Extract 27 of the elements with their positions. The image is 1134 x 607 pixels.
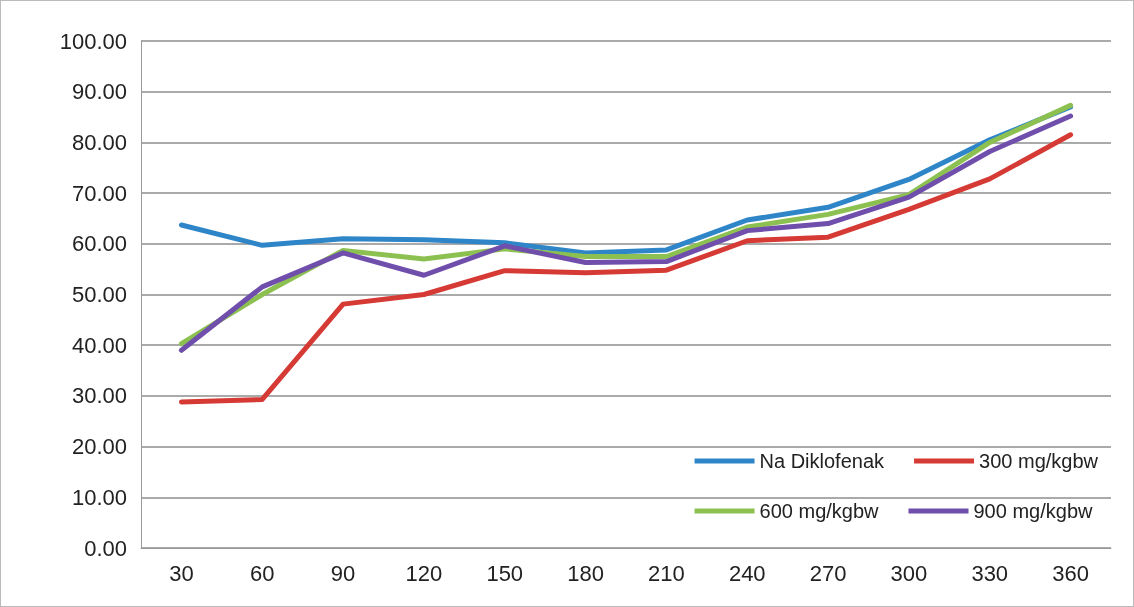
y-tick-label: 100.00 [59,28,127,54]
x-tick-label: 210 [648,560,685,586]
y-tick-label: 40.00 [71,332,127,358]
y-tick-label: 90.00 [71,79,127,105]
y-tick-label: 10.00 [71,484,127,510]
x-tick-label: 330 [971,560,1009,586]
legend-label: 900 mg/kgbw [973,500,1094,522]
y-tick-label: 20.00 [71,434,127,460]
y-tick-label: 60.00 [71,231,127,257]
x-tick-label: 270 [809,560,847,586]
y-tick-label: 70.00 [71,180,127,206]
y-tick-label: 50.00 [71,282,127,307]
y-tick-label: 0.00 [84,535,127,561]
legend-label: 300 mg/kgbw [979,450,1099,472]
x-tick-label: 300 [890,560,928,586]
x-tick-label: 180 [567,560,604,586]
y-tick-label: 30.00 [71,383,127,409]
x-tick-label: 90 [330,560,356,586]
x-tick-label: 60 [250,560,275,586]
x-tick-label: 30 [169,560,194,586]
legend-label: Na Diklofenak [759,450,886,472]
x-tick-label: 240 [728,560,766,586]
x-tick-label: 120 [405,560,443,586]
x-tick-label: 360 [1052,560,1089,586]
x-tick-label: 150 [486,560,524,586]
y-tick-label: 80.00 [71,129,127,155]
legend-label: 600 mg/kgbw [759,500,880,522]
